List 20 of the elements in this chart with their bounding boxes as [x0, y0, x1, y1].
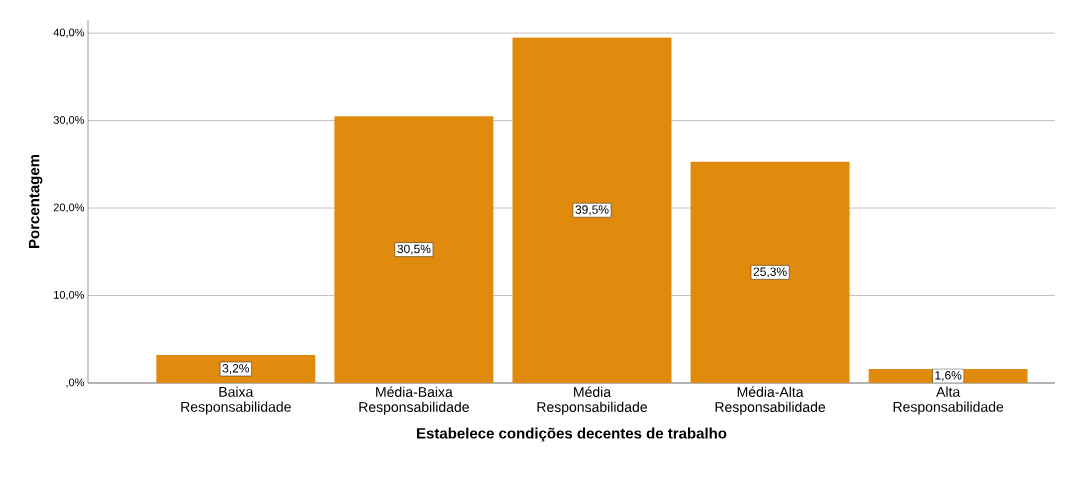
bar	[512, 37, 672, 383]
bar	[690, 161, 850, 383]
y-axis-title: Porcentagem	[28, 154, 43, 249]
x-axis-title: Estabelece condições decentes de trabalho	[417, 427, 727, 442]
y-tick-label: 40,0%	[53, 28, 85, 38]
bar	[334, 116, 494, 383]
x-tick-label: Baixa Responsabilidade	[181, 386, 291, 415]
data-label: 1,6%	[935, 371, 962, 381]
x-tick-label: Média Responsabilidade	[537, 386, 647, 415]
data-label: 39,5%	[575, 205, 609, 216]
data-label: 30,5%	[397, 244, 431, 255]
y-tick-label: 30,0%	[53, 116, 85, 126]
x-tick-label: Média-Baixa Responsabilidade	[359, 386, 469, 415]
data-label: 25,3%	[753, 267, 787, 278]
y-tick-label: 10,0%	[54, 291, 85, 301]
y-tick-label: 20,0%	[53, 203, 85, 213]
y-tick-label: ,0%	[66, 378, 85, 388]
data-label: 3,2%	[222, 364, 250, 374]
x-tick-label: Alta Responsabilidade	[893, 386, 1004, 415]
x-tick-label: Média-Alta Responsabilidade	[715, 386, 826, 415]
